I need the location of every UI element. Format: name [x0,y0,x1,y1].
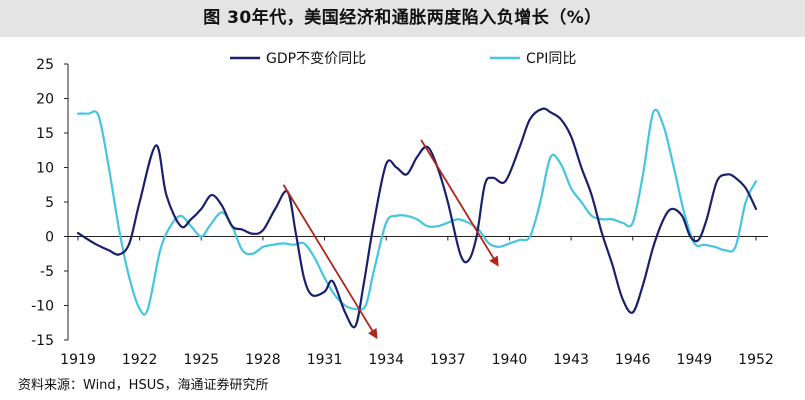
x-tick-label: 1931 [307,352,343,368]
series-line-gdp [76,107,758,329]
x-tick-label: 1919 [60,352,96,368]
x-tick-label: 1949 [677,352,713,368]
trend-arrow-1 [282,184,378,340]
legend-label: CPI同比 [526,51,576,67]
y-tick-label: 5 [45,195,54,211]
y-tick-label: 10 [36,161,54,177]
x-tick-label: 1925 [183,352,219,368]
series-line-cpi [76,108,758,316]
legend: GDP不变价同比 CPI同比 [230,51,576,67]
arrow-layer [282,139,499,340]
title-bar [0,0,805,37]
trend-arrow-2 [420,139,499,267]
y-tick-label: 15 [36,126,54,142]
y-tick-label: -5 [40,264,54,280]
y-tick-label: 25 [36,57,54,73]
source-note: 资料来源：Wind，HSUS，海通证券研究所 [18,378,269,393]
x-tick-label: 1946 [615,352,651,368]
page-title: 图 30年代，美国经济和通胀两度陷入负增长（%） [203,8,602,28]
legend-item-gdp: GDP不变价同比 [230,51,366,67]
legend-item-cpi: CPI同比 [490,51,576,67]
x-tick-label: 1922 [122,352,158,368]
series-layer [76,107,758,329]
y-tick-label: -10 [31,299,54,315]
y-tick-label: 20 [36,92,54,108]
x-tick-label: 1952 [738,352,774,368]
axes: 25 20 15 10 5 0 -5 -10 -15 1919 1922 1925 1928 1931 19… [31,57,774,368]
x-tick-label: 1928 [245,352,281,368]
legend-label: GDP不变价同比 [266,51,366,67]
x-tick-label: 1937 [430,352,466,368]
y-tick-label: 0 [45,230,54,246]
x-tick-label: 1934 [368,352,404,368]
x-tick-label: 1943 [553,352,589,368]
x-tick-label: 1940 [492,352,528,368]
y-tick-label: -15 [31,333,54,349]
